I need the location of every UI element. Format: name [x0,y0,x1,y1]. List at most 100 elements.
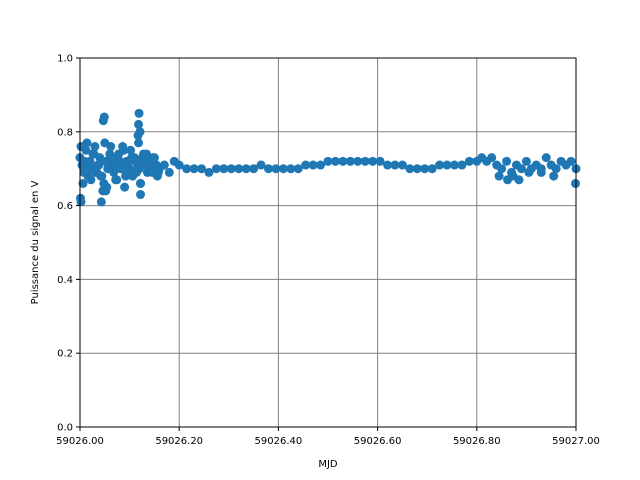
x-axis-title: MJD [318,459,338,470]
data-point [114,149,124,159]
data-point [112,175,122,185]
x-tick-label: 59026.60 [354,436,402,447]
x-tick-label: 59026.00 [56,436,104,447]
data-point [449,160,459,170]
data-point [211,164,221,174]
y-tick-label: 0.8 [57,127,73,138]
data-point [124,164,134,174]
data-point [88,149,98,159]
data-point [308,160,318,170]
data-point [541,153,551,163]
data-point [86,175,96,185]
data-point [116,164,126,174]
data-point [397,160,407,170]
data-point [120,182,130,192]
y-tick-label: 0.6 [57,201,73,212]
data-point [121,171,131,181]
data-point [316,160,326,170]
data-point [514,175,524,185]
x-tick-label: 59027.00 [552,436,600,447]
y-tick-label: 0.0 [57,423,73,434]
data-point [383,160,393,170]
x-tick-label: 59026.20 [155,436,203,447]
data-point [90,142,100,152]
data-point [78,178,88,188]
data-point [130,153,140,163]
data-point [96,171,106,181]
data-point [197,164,207,174]
data-point [536,164,546,174]
y-axis-title: Puissance du signal en V [30,180,41,304]
data-point [151,160,161,170]
data-point [345,156,355,166]
data-point [271,164,281,174]
data-point [435,160,445,170]
data-point [134,138,144,148]
data-point [286,164,296,174]
data-point [153,167,163,177]
x-tick-label: 59026.80 [453,436,501,447]
data-point [353,156,363,166]
data-point [497,164,507,174]
data-point [566,156,576,166]
data-points [75,108,581,207]
data-point [360,156,370,166]
data-point [249,164,259,174]
data-point [278,164,288,174]
data-point [122,156,132,166]
data-point [551,164,561,174]
data-point [159,160,169,170]
data-point [84,164,94,174]
data-point [164,167,174,177]
data-point [412,164,422,174]
data-point [293,164,303,174]
data-point [219,164,229,174]
data-point [457,160,467,170]
data-point [109,167,119,177]
data-point [330,156,340,166]
data-point [502,156,512,166]
data-point [204,167,214,177]
data-point [94,160,104,170]
data-point [136,178,146,188]
data-point [134,119,144,129]
data-point [323,156,333,166]
data-point [256,160,266,170]
data-point [427,164,437,174]
data-point [174,160,184,170]
axis-ticks: 59026.00 59026.20 59026.40 59026.60 59026.80… [56,54,600,448]
data-point [338,156,348,166]
data-point [226,164,236,174]
data-point [375,156,385,166]
data-point [182,164,192,174]
data-point [141,149,151,159]
data-point [390,160,400,170]
data-point [101,186,111,196]
data-point [494,171,504,181]
data-point [96,197,106,207]
data-point [136,190,146,200]
y-tick-label: 0.4 [57,275,73,286]
data-point [420,164,430,174]
data-point [234,164,244,174]
y-tick-label: 1.0 [57,54,73,65]
data-point [76,197,86,207]
data-point [149,153,159,163]
data-point [301,160,311,170]
plot-frame [79,57,577,428]
data-point [516,164,526,174]
x-tick-label: 59026.40 [255,436,303,447]
data-point [464,156,474,166]
data-point [106,142,116,152]
data-point [135,127,145,137]
data-point [99,112,109,122]
data-point [368,156,378,166]
data-point [132,167,142,177]
data-point [134,108,144,118]
data-point [442,160,452,170]
data-point [263,164,273,174]
y-tick-label: 0.2 [57,349,73,360]
data-point [82,138,92,148]
